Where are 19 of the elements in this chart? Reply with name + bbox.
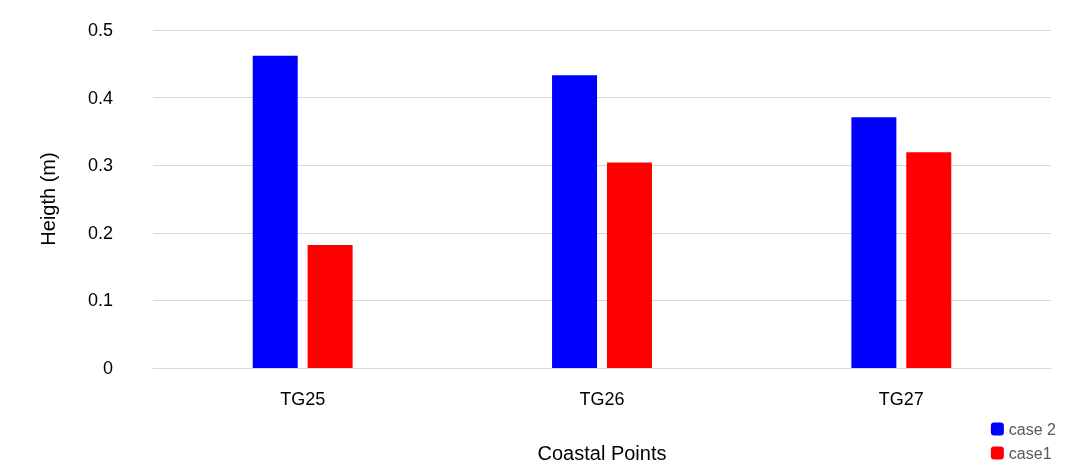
bar [606, 162, 652, 368]
bar [906, 152, 952, 368]
y-tick-label: 0.4 [87, 87, 113, 108]
y-tick-label: 0.5 [87, 20, 113, 40]
x-tick-label: TG26 [579, 389, 625, 409]
bar [307, 244, 353, 368]
y-tick-label: 0 [102, 358, 113, 378]
x-tick-label: TG25 [280, 389, 326, 409]
y-axis-title: Heigth (m) [37, 152, 59, 246]
legend-label: case 2 [1008, 420, 1057, 438]
x-tick-label: TG27 [878, 389, 924, 409]
legend-label: case1 [1008, 444, 1052, 462]
bar [851, 117, 897, 368]
bar [252, 55, 298, 368]
bar [552, 75, 598, 368]
y-tick-label: 0.1 [87, 290, 113, 311]
y-tick-label: 0.3 [87, 155, 113, 176]
x-axis-title: Coastal Points [537, 442, 667, 464]
y-tick-label: 0.2 [87, 222, 113, 243]
